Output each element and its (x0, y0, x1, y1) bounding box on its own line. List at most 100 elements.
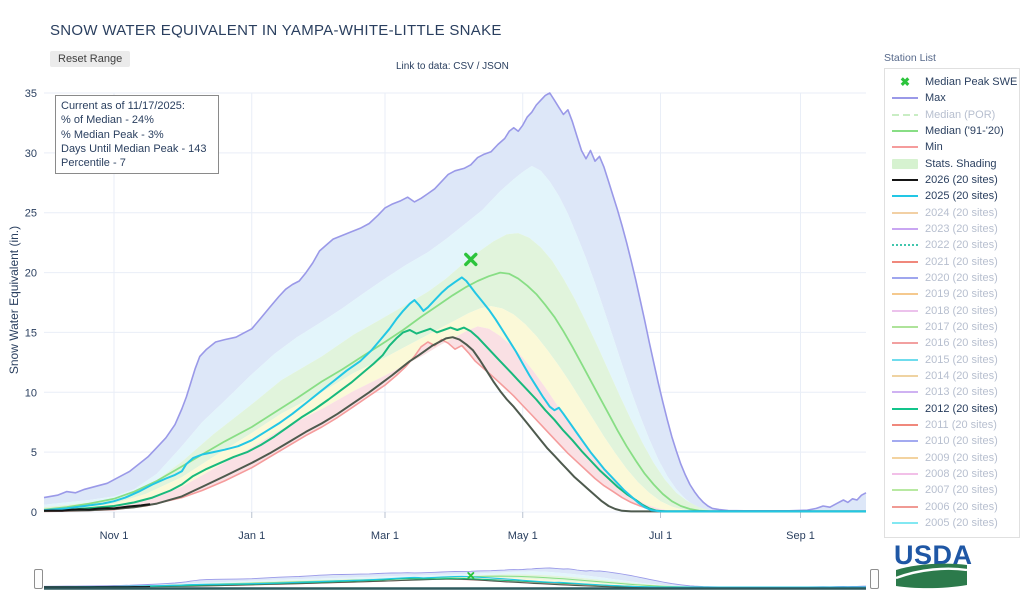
legend-item-2023-20-sites[interactable]: 2023 (20 sites) (892, 221, 1019, 237)
svg-text:5: 5 (31, 447, 37, 459)
svg-text:10: 10 (25, 387, 37, 399)
legend-item-label: 2005 (20 sites) (925, 517, 998, 530)
legend-item-label: 2026 (20 sites) (925, 174, 998, 187)
legend-item-2006-20-sites[interactable]: 2006 (20 sites) (892, 499, 1019, 515)
legend-item-2014-20-sites[interactable]: 2014 (20 sites) (892, 368, 1019, 384)
svg-text:0: 0 (31, 507, 37, 519)
legend-item-2024-20-sites[interactable]: 2024 (20 sites) (892, 205, 1019, 221)
legend-item-label: 2018 (20 sites) (925, 304, 998, 317)
svg-text:Jan 1: Jan 1 (238, 530, 265, 542)
legend-item-2009-20-sites[interactable]: 2009 (20 sites) (892, 450, 1019, 466)
legend-item-2018-20-sites[interactable]: 2018 (20 sites) (892, 303, 1019, 319)
legend-swatch-icon (892, 244, 918, 247)
legend-item-label: 2016 (20 sites) (925, 337, 998, 350)
legend-item-2013-20-sites[interactable]: 2013 (20 sites) (892, 384, 1019, 400)
legend-item-2017-20-sites[interactable]: 2017 (20 sites) (892, 319, 1019, 335)
svg-text:Mar 1: Mar 1 (371, 530, 399, 542)
json-link[interactable]: JSON (482, 61, 509, 72)
svg-text:25: 25 (25, 208, 37, 220)
legend-swatch-icon (892, 522, 918, 525)
legend-item-median-91-20[interactable]: Median ('91-'20) (892, 123, 1019, 139)
legend-item-2019-20-sites[interactable]: 2019 (20 sites) (892, 286, 1019, 302)
range-slider-right-handle[interactable] (870, 569, 879, 589)
link-separator: / (476, 61, 480, 72)
legend-swatch-icon (892, 97, 918, 100)
svg-text:Nov 1: Nov 1 (100, 530, 129, 542)
svg-text:May 1: May 1 (508, 530, 538, 542)
legend-item-2025-20-sites[interactable]: 2025 (20 sites) (892, 188, 1019, 204)
legend-swatch-icon (892, 391, 918, 394)
legend-item-2007-20-sites[interactable]: 2007 (20 sites) (892, 482, 1019, 498)
csv-link[interactable]: CSV (453, 61, 474, 72)
legend-item-2010-20-sites[interactable]: 2010 (20 sites) (892, 433, 1019, 449)
legend-swatch-icon (892, 179, 918, 182)
reset-range-button[interactable]: Reset Range (50, 51, 131, 67)
legend-item-label: 2010 (20 sites) (925, 435, 998, 448)
legend-swatch-icon (892, 260, 918, 263)
legend-item-2012-20-sites[interactable]: 2012 (20 sites) (892, 401, 1019, 417)
legend-item-2015-20-sites[interactable]: 2015 (20 sites) (892, 352, 1019, 368)
main-chart[interactable]: 0 5 10 15 20 25 30 35 Nov 1 Jan 1 Mar 1 May 1 Jul 1 S… (0, 70, 880, 570)
legend-item-label: 2014 (20 sites) (925, 370, 998, 383)
svg-text:20: 20 (25, 268, 37, 280)
legend-title: Station List (884, 52, 936, 64)
legend-swatch-icon (892, 358, 918, 361)
legend-item-label: 2007 (20 sites) (925, 484, 998, 497)
annotation-line: % of Median - 24% (61, 114, 154, 127)
legend-item-label: 2021 (20 sites) (925, 255, 998, 268)
legend-item-label: 2024 (20 sites) (925, 206, 998, 219)
legend-item-2020-20-sites[interactable]: 2020 (20 sites) (892, 270, 1019, 286)
svg-text:Jul 1: Jul 1 (649, 530, 672, 542)
legend-item-median-peak-swe[interactable]: ✖ Median Peak SWE (892, 74, 1019, 90)
legend-swatch-icon (892, 277, 918, 280)
legend-swatch-icon (892, 473, 918, 476)
legend-swatch-icon (892, 293, 918, 296)
legend-item-label: 2017 (20 sites) (925, 321, 998, 334)
legend-item-2008-20-sites[interactable]: 2008 (20 sites) (892, 466, 1019, 482)
legend-swatch-icon (892, 407, 918, 410)
svg-text:35: 35 (25, 88, 37, 100)
range-slider[interactable] (34, 564, 879, 596)
svg-text:15: 15 (25, 327, 37, 339)
link-to-data: Link to data: CSV / JSON (396, 61, 509, 72)
range-slider-mini-chart[interactable] (40, 565, 872, 595)
current-status-annotation: Current as of 11/17/2025: % of Median - … (55, 95, 219, 175)
legend-swatch-icon (892, 146, 918, 149)
legend-swatch-icon (892, 326, 918, 329)
median-peak-x-icon: ✖ (899, 74, 911, 89)
legend-item-label: 2006 (20 sites) (925, 500, 998, 513)
legend-item-label: Median ('91-'20) (925, 125, 1004, 138)
annotation-line: Current as of 11/17/2025: (61, 100, 185, 112)
annotation-line: Percentile - 7 (61, 157, 126, 170)
legend-item-2016-20-sites[interactable]: 2016 (20 sites) (892, 335, 1019, 351)
legend-swatch-icon (892, 375, 918, 378)
legend-item-label: Median (POR) (925, 108, 996, 121)
legend-item-2022-20-sites[interactable]: 2022 (20 sites) (892, 237, 1019, 253)
range-slider-left-handle[interactable] (34, 569, 43, 589)
legend-item-label: Min (925, 141, 943, 154)
legend-swatch-icon (892, 195, 918, 198)
usda-swoosh-line (895, 567, 968, 580)
legend-swatch-icon (892, 158, 918, 169)
usda-swoosh-shape (896, 563, 967, 589)
legend-swatch-icon (892, 309, 918, 312)
legend-item-max[interactable]: Max (892, 90, 1019, 106)
legend-item-label: 2009 (20 sites) (925, 451, 998, 464)
svg-text:Sep 1: Sep 1 (786, 530, 815, 542)
page-title: SNOW WATER EQUIVALENT IN YAMPA-WHITE-LIT… (50, 22, 502, 39)
legend-swatch-icon (892, 489, 918, 492)
legend-item-2026-20-sites[interactable]: 2026 (20 sites) (892, 172, 1019, 188)
usda-logo: USDA (893, 540, 993, 593)
legend-item-label: 2012 (20 sites) (925, 402, 998, 415)
legend-item-median-por[interactable]: Median (POR) (892, 107, 1019, 123)
legend-item-label: Max (925, 92, 946, 105)
legend-item-label: 2023 (20 sites) (925, 223, 998, 236)
legend-item-label: 2015 (20 sites) (925, 353, 998, 366)
legend-item-2021-20-sites[interactable]: 2021 (20 sites) (892, 254, 1019, 270)
legend-item-2005-20-sites[interactable]: 2005 (20 sites) (892, 515, 1019, 531)
legend-item-2011-20-sites[interactable]: 2011 (20 sites) (892, 417, 1019, 433)
legend-item-stats-shading[interactable]: Stats. Shading (892, 156, 1019, 172)
legend-item-min[interactable]: Min (892, 139, 1019, 155)
legend-swatch-icon (892, 228, 918, 231)
